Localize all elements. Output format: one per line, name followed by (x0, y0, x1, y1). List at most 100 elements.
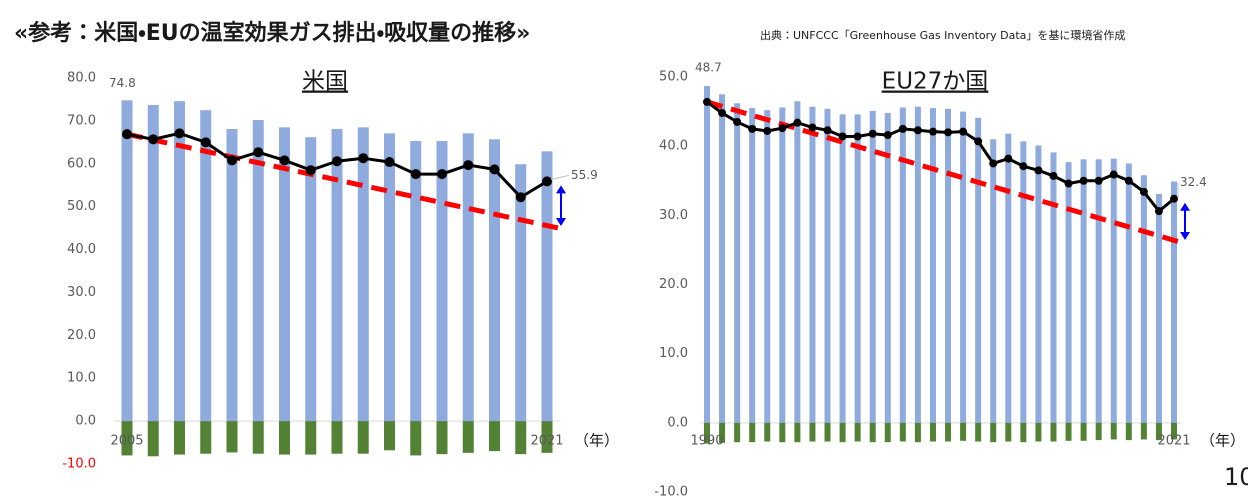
bar (410, 141, 422, 422)
bar (734, 422, 741, 443)
bar (854, 422, 861, 442)
y-tick-label: 10.0 (659, 346, 688, 361)
bar (734, 103, 741, 423)
bar (1020, 141, 1027, 423)
x-tick-label: 2021 (1157, 434, 1190, 449)
net-marker (1019, 162, 1028, 171)
bar (541, 151, 553, 422)
net-marker (868, 129, 877, 138)
bar (854, 114, 861, 423)
bar (945, 108, 952, 423)
bar (1035, 145, 1042, 423)
bar (252, 421, 264, 454)
bar (1125, 163, 1132, 423)
net-marker (718, 108, 727, 117)
bar (252, 120, 264, 422)
bar (869, 110, 876, 423)
bar (719, 94, 726, 423)
net-marker (793, 118, 802, 127)
data-label: 55.9 (571, 168, 598, 182)
bar (121, 100, 133, 422)
bar (357, 127, 369, 422)
bar (884, 422, 891, 443)
slide-title: «参考：米国・EUの温室効果ガス排出・吸収量の推移» (14, 20, 530, 46)
net-marker (883, 131, 892, 140)
bar (1050, 422, 1057, 442)
bar (147, 421, 159, 457)
bar (1155, 422, 1162, 441)
bar (1035, 422, 1042, 442)
net-marker (253, 147, 264, 158)
bar (279, 127, 290, 422)
chart: EU27か国 -10.0 0.0 10.0 20.0 30.0 40.0 50.0 1990 20… (654, 60, 1245, 497)
bar (929, 108, 936, 423)
y-tick-label: 30.0 (67, 285, 96, 300)
y-tick-label: 20.0 (659, 277, 688, 292)
bar (1171, 181, 1177, 423)
bar (541, 421, 553, 453)
net-marker (898, 124, 907, 133)
net-marker (1079, 176, 1088, 185)
bar (960, 422, 967, 441)
bar (462, 133, 474, 422)
net-marker (1170, 194, 1178, 203)
bar (1095, 159, 1102, 423)
bar (704, 85, 710, 423)
net-marker (1064, 179, 1073, 188)
net-marker (1094, 176, 1103, 185)
bar (1065, 162, 1072, 423)
net-marker (1034, 166, 1043, 175)
bar (121, 421, 133, 456)
bar (384, 421, 395, 451)
bar (1005, 133, 1012, 423)
net-marker (838, 132, 847, 141)
bar (462, 421, 474, 453)
bar (1065, 422, 1072, 441)
net-marker (1154, 207, 1163, 216)
bar (410, 421, 422, 456)
bar (779, 107, 786, 423)
net-marker (703, 97, 711, 106)
net-marker (410, 169, 421, 180)
net-marker (823, 126, 832, 135)
bar (305, 421, 317, 455)
bar (824, 108, 831, 423)
bar (357, 421, 369, 454)
bar (489, 139, 500, 422)
x-axis-label: （年） (574, 432, 619, 450)
net-marker (463, 160, 474, 171)
bar (914, 106, 921, 423)
bar (960, 111, 967, 423)
net-marker (1139, 187, 1148, 196)
net-marker (1109, 170, 1118, 179)
bar (794, 422, 801, 443)
bar (436, 421, 448, 455)
y-tick-label: 50.0 (67, 199, 96, 214)
bar (899, 422, 906, 442)
x-tick-label: 2021 (530, 434, 563, 449)
net-marker (808, 123, 817, 132)
bar (331, 421, 343, 454)
data-label: 48.7 (695, 60, 722, 74)
net-marker (778, 124, 787, 133)
bar (1125, 422, 1132, 441)
bar (704, 422, 710, 444)
bar (809, 422, 816, 442)
bar (794, 101, 801, 423)
bar (1080, 159, 1087, 423)
net-marker (358, 153, 369, 164)
net-marker (122, 129, 132, 140)
bar (226, 129, 238, 422)
bar (1140, 422, 1147, 440)
bar (1080, 422, 1087, 441)
net-marker (944, 128, 953, 137)
bar (884, 112, 891, 423)
bar (899, 107, 906, 423)
net-marker (384, 157, 395, 168)
net-marker (1124, 176, 1133, 185)
arrow-head (1180, 202, 1190, 211)
bar (990, 422, 997, 443)
net-marker (763, 126, 772, 135)
net-marker (1049, 171, 1058, 180)
net-marker (515, 192, 526, 203)
